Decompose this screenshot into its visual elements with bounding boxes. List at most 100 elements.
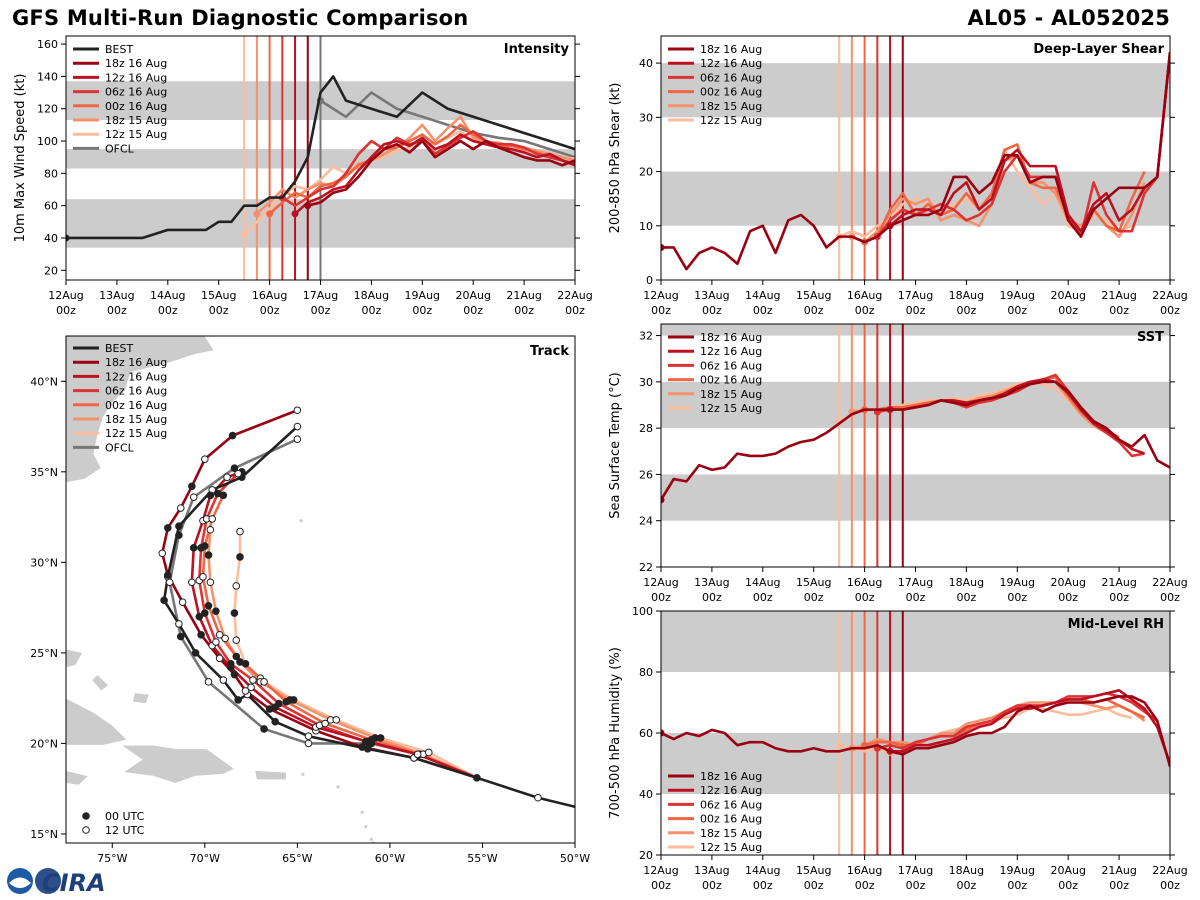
track-marker-12utc — [165, 578, 174, 587]
rh-legend-label: 18z 15 Aug — [700, 827, 762, 840]
intensity-series-line — [319, 91, 575, 159]
track-marker-00utc — [201, 542, 209, 550]
island — [299, 519, 303, 523]
rh-series-start-marker — [835, 741, 843, 749]
rh-legend-label: 12z 16 Aug — [700, 784, 762, 797]
track-marker-12utc — [247, 683, 255, 692]
track-y-tick-label: 30°N — [30, 556, 58, 569]
rh-x-tick-label-hour: 00z — [702, 879, 722, 892]
track-marker-00utc — [376, 734, 385, 742]
track-marker-12utc — [232, 582, 241, 590]
shear-legend-label: 06z 16 Aug — [700, 71, 762, 84]
sst-x-tick-label-hour: 00z — [855, 591, 875, 604]
shear-x-tick-label-day: 16Aug — [847, 289, 882, 302]
track-marker-00utc — [195, 612, 204, 621]
sst-x-tick-label-day: 12Aug — [643, 576, 678, 589]
sst-legend-label: 12z 16 Aug — [700, 345, 762, 358]
sst-panel: 22 24 26 28 30 32 12Aug 00z 13Aug 00z 14Aug 00z 15Au… — [608, 323, 1188, 604]
shear-x-tick-label-day: 14Aug — [745, 289, 780, 302]
track-marker-12utc — [204, 678, 213, 686]
track-marker-00utc — [176, 632, 185, 641]
shear-plot-area — [661, 36, 1170, 280]
rh-x-tick-label-day: 16Aug — [847, 864, 882, 877]
sst-x-tick-label-day: 16Aug — [847, 576, 882, 589]
shear-y-tick-label: 40 — [639, 57, 653, 70]
sst-y-tick-label: 26 — [639, 468, 653, 481]
intensity-y-tick-label: 160 — [37, 38, 58, 51]
track-marker-12utc — [175, 620, 183, 628]
track-marker-12utc — [206, 578, 215, 587]
sst-legend-label: 06z 16 Aug — [700, 359, 762, 372]
shear-x-tick-label-hour: 00z — [1058, 304, 1078, 317]
track-marker-00utc — [206, 491, 215, 500]
track-marker-00utc — [175, 531, 183, 539]
rh-series-line — [661, 695, 1170, 767]
rh-y-axis-label: 700-500 hPa Humidity (%) — [608, 647, 623, 819]
rh-x-tick-label-day: 21Aug — [1101, 864, 1136, 877]
chart-title: GFS Multi-Run Diagnostic Comparison — [12, 6, 469, 30]
intensity-x-tick-label-day: 19Aug — [405, 289, 440, 302]
intensity-legend-label: 12z 15 Aug — [105, 128, 167, 141]
track-marker-12utc — [234, 469, 242, 478]
track-map-area — [66, 336, 575, 843]
track-marker-12utc — [215, 630, 224, 639]
sst-series-line — [661, 380, 1170, 501]
land-mass — [120, 744, 236, 784]
intensity-x-tick-label-hour: 00z — [209, 304, 229, 317]
intensity-x-tick-label-day: 17Aug — [303, 289, 338, 302]
track-marker-12utc — [212, 638, 220, 646]
intensity-y-tick-label: 40 — [44, 232, 58, 245]
noaa-cira-logo: CIRA — [7, 868, 106, 896]
track-marker-00utc — [289, 696, 298, 704]
land-mass — [66, 648, 84, 668]
land-mass — [66, 336, 215, 483]
shear-x-tick-label-day: 12Aug — [643, 289, 678, 302]
shear-x-tick-label-hour: 00z — [957, 304, 977, 317]
track-y-tick-label: 35°N — [30, 466, 58, 479]
intensity-series-start-marker — [66, 234, 70, 242]
sst-x-tick-label-hour: 00z — [1160, 591, 1180, 604]
shear-legend-label: 18z 15 Aug — [700, 100, 762, 113]
track-marker-00utc — [164, 571, 172, 579]
shear-x-tick-label-day: 19Aug — [1000, 289, 1035, 302]
sst-y-axis-label: Sea Surface Temp (°C) — [608, 372, 623, 519]
track-marker-00utc — [230, 670, 239, 679]
rh-x-tick-label-day: 20Aug — [1050, 864, 1085, 877]
sst-x-tick-label-hour: 00z — [753, 591, 773, 604]
track-series-line — [201, 494, 478, 780]
sst-y-tick-label: 22 — [639, 561, 653, 574]
rh-threshold-band — [661, 611, 1170, 672]
intensity-y-tick-label: 100 — [37, 135, 58, 148]
intensity-x-tick-label-hour: 00z — [260, 304, 280, 317]
intensity-legend-label: 18z 16 Aug — [105, 57, 167, 70]
intensity-series-start-marker — [240, 231, 248, 239]
rh-series-line — [890, 688, 1170, 764]
sst-y-tick-label: 32 — [639, 330, 653, 343]
track-marker-12utc — [293, 435, 302, 444]
shear-x-tick-label-day: 18Aug — [949, 289, 984, 302]
track-marker-12utc — [208, 515, 217, 523]
track-x-tick-label: 50°W — [560, 852, 590, 865]
sst-x-tick-label-hour: 00z — [1109, 591, 1129, 604]
shear-threshold-band — [661, 63, 1170, 118]
intensity-series-line — [307, 139, 575, 207]
rh-x-tick-label-day: 17Aug — [898, 864, 933, 877]
intensity-series-start-marker — [253, 210, 261, 218]
shear-x-tick-label-hour: 00z — [906, 304, 926, 317]
intensity-x-tick-label-day: 21Aug — [506, 289, 541, 302]
track-marker-00utc — [236, 553, 244, 561]
intensity-x-tick-label-hour: 00z — [565, 304, 585, 317]
track-marker-00utc — [191, 649, 200, 657]
track-marker-00utc — [204, 551, 213, 559]
intensity-series-start-marker — [266, 210, 274, 218]
rh-x-tick-label-day: 18Aug — [949, 864, 984, 877]
sst-y-tick-label: 30 — [639, 376, 653, 389]
track-marker-12utc — [332, 716, 341, 724]
track-marker-00utc — [271, 717, 279, 726]
intensity-legend-label: BEST — [105, 43, 133, 56]
intensity-legend-label: OFCL — [105, 142, 135, 155]
shear-panel: 0 10 20 30 40 12Aug 00z 13Aug 00z 14Aug 00z 15Aug 00… — [608, 35, 1188, 317]
rh-x-tick-label-day: 14Aug — [745, 864, 780, 877]
shear-x-tick-label-hour: 00z — [753, 304, 773, 317]
